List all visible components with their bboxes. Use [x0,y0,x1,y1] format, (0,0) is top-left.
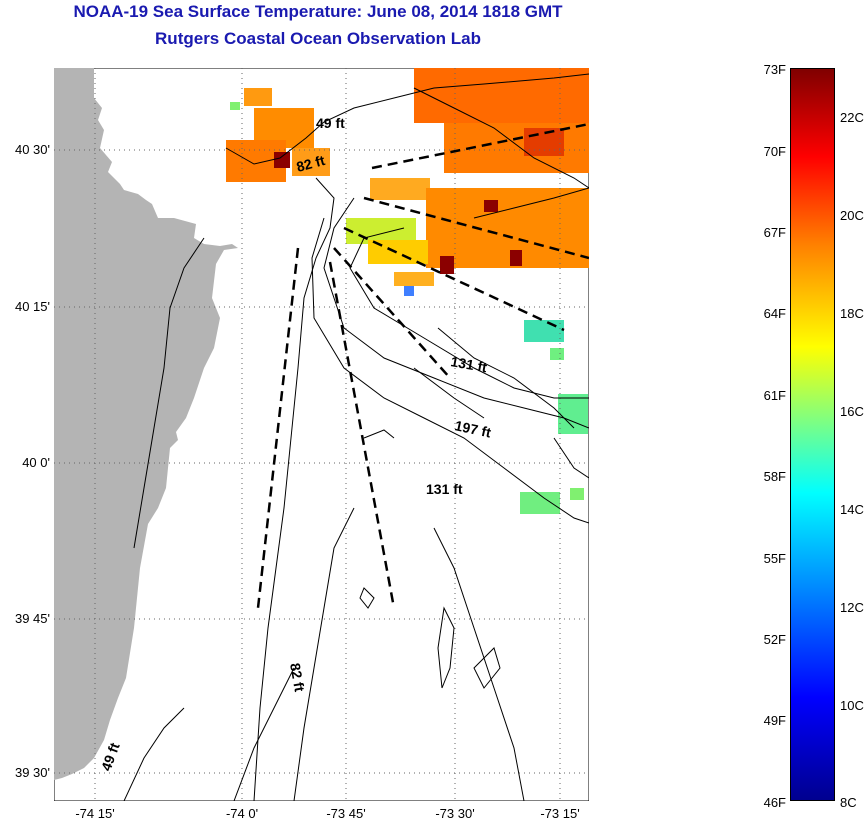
depth-label: 131 ft [449,353,488,375]
colorbar-c-label: 12C [840,600,864,615]
depth-label: 82 ft [295,152,327,175]
y-tick-label: 40 30' [14,142,50,157]
colorbar-f-label: 61F [763,388,786,403]
depth-label: 131 ft [426,481,463,497]
depth-label: 197 ft [453,417,492,440]
land-mass [54,68,238,780]
colorbar-f-label: 58F [763,469,786,484]
colorbar-f-label: 52F [763,632,786,647]
colorbar-c-label: 18C [840,306,864,321]
colorbar-f-label: 64F [763,306,786,321]
colorbar-c-label: 16C [840,404,864,419]
sst-map: 49 ft 82 ft 131 ft 197 ft 131 ft 82 ft 4… [54,68,589,801]
colorbar-c-label: 20C [840,208,864,223]
y-tick-label: 40 0' [22,455,50,470]
colorbar-f-label: 73F [763,62,786,77]
x-tick-label: -74 15' [75,806,115,821]
depth-label: 49 ft [316,115,345,131]
depth-label: 82 ft [287,662,308,693]
colorbar-f-label: 70F [763,144,786,159]
x-tick-label: -73 15' [540,806,580,821]
y-tick-label: 39 45' [14,611,50,626]
colorbar-c-label: 14C [840,502,864,517]
temperature-colorbar [790,68,835,801]
depth-contours [123,73,589,801]
transect-lines [256,122,589,609]
graticule [54,68,589,801]
x-tick-label: -73 45' [326,806,366,821]
colorbar-c-label: 10C [840,698,864,713]
x-tick-label: -74 0' [225,806,259,821]
colorbar-f-label: 46F [763,795,786,810]
colorbar-c-label: 22C [840,110,864,125]
sst-patches [226,68,589,514]
colorbar-c-label: 8C [840,795,857,810]
colorbar-f-label: 67F [763,225,786,240]
y-tick-label: 39 30' [14,765,50,780]
map-title: NOAA-19 Sea Surface Temperature: June 08… [73,2,563,21]
y-tick-label: 40 15' [14,299,50,314]
colorbar-f-label: 55F [763,551,786,566]
x-tick-label: -73 30' [435,806,475,821]
colorbar-f-label: 49F [763,713,786,728]
map-subtitle: Rutgers Coastal Ocean Observation Lab [155,29,481,48]
